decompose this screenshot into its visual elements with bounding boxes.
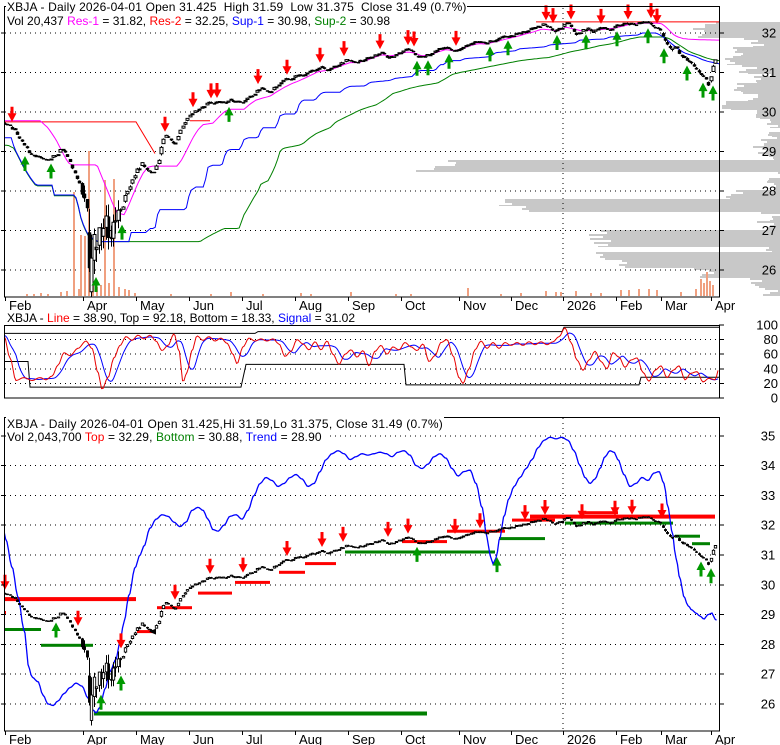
svg-text:Nov: Nov	[463, 732, 487, 745]
svg-text:40: 40	[764, 361, 778, 376]
svg-text:Apr: Apr	[715, 298, 736, 313]
svg-text:Dec: Dec	[515, 298, 539, 313]
svg-text:Nov: Nov	[463, 298, 487, 313]
svg-text:30: 30	[761, 577, 775, 592]
svg-text:31: 31	[761, 548, 775, 563]
svg-text:60: 60	[764, 347, 778, 362]
svg-text:35: 35	[761, 428, 775, 443]
svg-text:28: 28	[762, 184, 776, 199]
svg-text:May: May	[140, 732, 165, 745]
svg-text:May: May	[140, 298, 165, 313]
svg-text:34: 34	[761, 458, 775, 473]
svg-text:27: 27	[762, 223, 776, 238]
svg-text:29: 29	[762, 144, 776, 159]
svg-text:Aug: Aug	[299, 298, 322, 313]
svg-text:Aug: Aug	[299, 732, 322, 745]
svg-text:Jul: Jul	[246, 732, 263, 745]
svg-text:XBJA - Line = 38.90, Top = 92.: XBJA - Line = 38.90, Top = 92.18, Bottom…	[7, 311, 355, 325]
svg-text:Sep: Sep	[352, 732, 375, 745]
svg-text:XBJA - Daily 2026-04-01 Open 3: XBJA - Daily 2026-04-01 Open 31.425,Hi 3…	[7, 417, 443, 431]
svg-text:80: 80	[764, 332, 778, 347]
svg-text:Vol 20,437 Res-1 = 31.82, Res-: Vol 20,437 Res-1 = 31.82, Res-2 = 32.25,…	[7, 14, 390, 28]
svg-text:Jun: Jun	[193, 732, 214, 745]
svg-text:Jun: Jun	[193, 298, 214, 313]
svg-text:27: 27	[761, 667, 775, 682]
svg-text:2026: 2026	[567, 298, 596, 313]
svg-text:Feb: Feb	[620, 298, 642, 313]
svg-text:26: 26	[762, 263, 776, 278]
svg-text:29: 29	[761, 607, 775, 622]
svg-text:28: 28	[761, 637, 775, 652]
svg-text:100: 100	[756, 318, 778, 333]
svg-text:30: 30	[762, 105, 776, 120]
svg-text:Dec: Dec	[515, 732, 539, 745]
svg-text:Apr: Apr	[87, 732, 108, 745]
svg-text:Mar: Mar	[665, 298, 688, 313]
svg-text:Feb: Feb	[9, 298, 31, 313]
svg-text:Feb: Feb	[9, 732, 31, 745]
svg-text:Jul: Jul	[246, 298, 263, 313]
svg-text:2026: 2026	[567, 732, 596, 745]
svg-text:Feb: Feb	[620, 732, 642, 745]
svg-text:31: 31	[762, 65, 776, 80]
svg-text:Apr: Apr	[87, 298, 108, 313]
svg-text:Mar: Mar	[665, 732, 688, 745]
svg-text:20: 20	[764, 376, 778, 391]
svg-text:26: 26	[761, 697, 775, 712]
svg-text:32: 32	[762, 26, 776, 41]
svg-text:33: 33	[761, 488, 775, 503]
svg-text:Oct: Oct	[405, 298, 426, 313]
svg-text:32: 32	[761, 518, 775, 533]
svg-text:Apr: Apr	[715, 732, 736, 745]
svg-text:Oct: Oct	[405, 732, 426, 745]
svg-text:0: 0	[771, 391, 778, 406]
svg-text:Vol 2,043,700 Top = 32.29, Bot: Vol 2,043,700 Top = 32.29, Bottom = 30.8…	[7, 430, 322, 444]
svg-text:XBJA - Daily 2026-04-01 Open 3: XBJA - Daily 2026-04-01 Open 31.425 High…	[7, 0, 467, 14]
svg-text:Sep: Sep	[352, 298, 375, 313]
